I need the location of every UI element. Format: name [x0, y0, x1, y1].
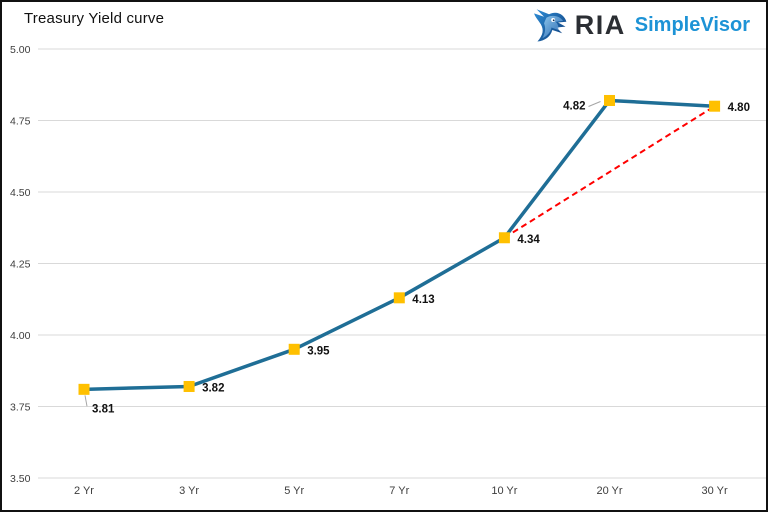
y-axis-tick-label: 5.00: [10, 44, 31, 56]
data-point-label: 4.82: [563, 100, 585, 112]
data-point-marker: [604, 94, 615, 106]
y-axis-tick-label: 4.50: [10, 187, 31, 199]
data-point-label: 3.82: [202, 382, 224, 394]
trend-dashed-line: [503, 105, 716, 239]
data-point-marker: [78, 383, 90, 395]
data-point-marker: [709, 100, 721, 112]
data-point-label: 4.34: [517, 234, 540, 246]
x-axis-tick-label: 30 Yr: [702, 485, 728, 497]
data-point-marker: [288, 343, 300, 355]
ria-eagle-logo-icon: [533, 9, 567, 42]
data-point-label: 3.81: [92, 403, 115, 415]
chart-title: Treasury Yield curve: [24, 10, 165, 27]
y-axis-tick-label: 4.75: [10, 116, 31, 128]
x-axis-tick-label: 2 Yr: [74, 485, 94, 497]
x-axis-tick-label: 20 Yr: [596, 485, 622, 497]
x-axis-tick-label: 5 Yr: [284, 485, 304, 497]
data-point-label: 3.95: [307, 345, 330, 357]
data-point-marker: [183, 380, 195, 392]
yield-curve-line: [83, 98, 715, 392]
y-axis-tick-label: 3.50: [10, 473, 31, 485]
data-point-label: 4.13: [412, 294, 434, 306]
data-point-marker: [498, 232, 510, 244]
y-axis-tick-label: 4.00: [10, 330, 31, 342]
brand-product: SimpleVisor: [634, 14, 750, 36]
x-axis-tick-label: 3 Yr: [179, 485, 199, 497]
data-point-marker: [393, 292, 405, 304]
label-leader-line: [84, 395, 88, 407]
brand-name: RIA: [574, 9, 626, 40]
x-axis-tick-label: 7 Yr: [389, 485, 409, 497]
x-axis-tick-label: 10 Yr: [491, 485, 517, 497]
y-axis-tick-label: 3.75: [10, 402, 31, 414]
data-point-label: 4.80: [728, 102, 750, 114]
y-axis-tick-label: 4.25: [10, 259, 31, 271]
label-leader-line: [588, 101, 601, 107]
brand-logo: RIA SimpleVisor: [530, 6, 750, 44]
